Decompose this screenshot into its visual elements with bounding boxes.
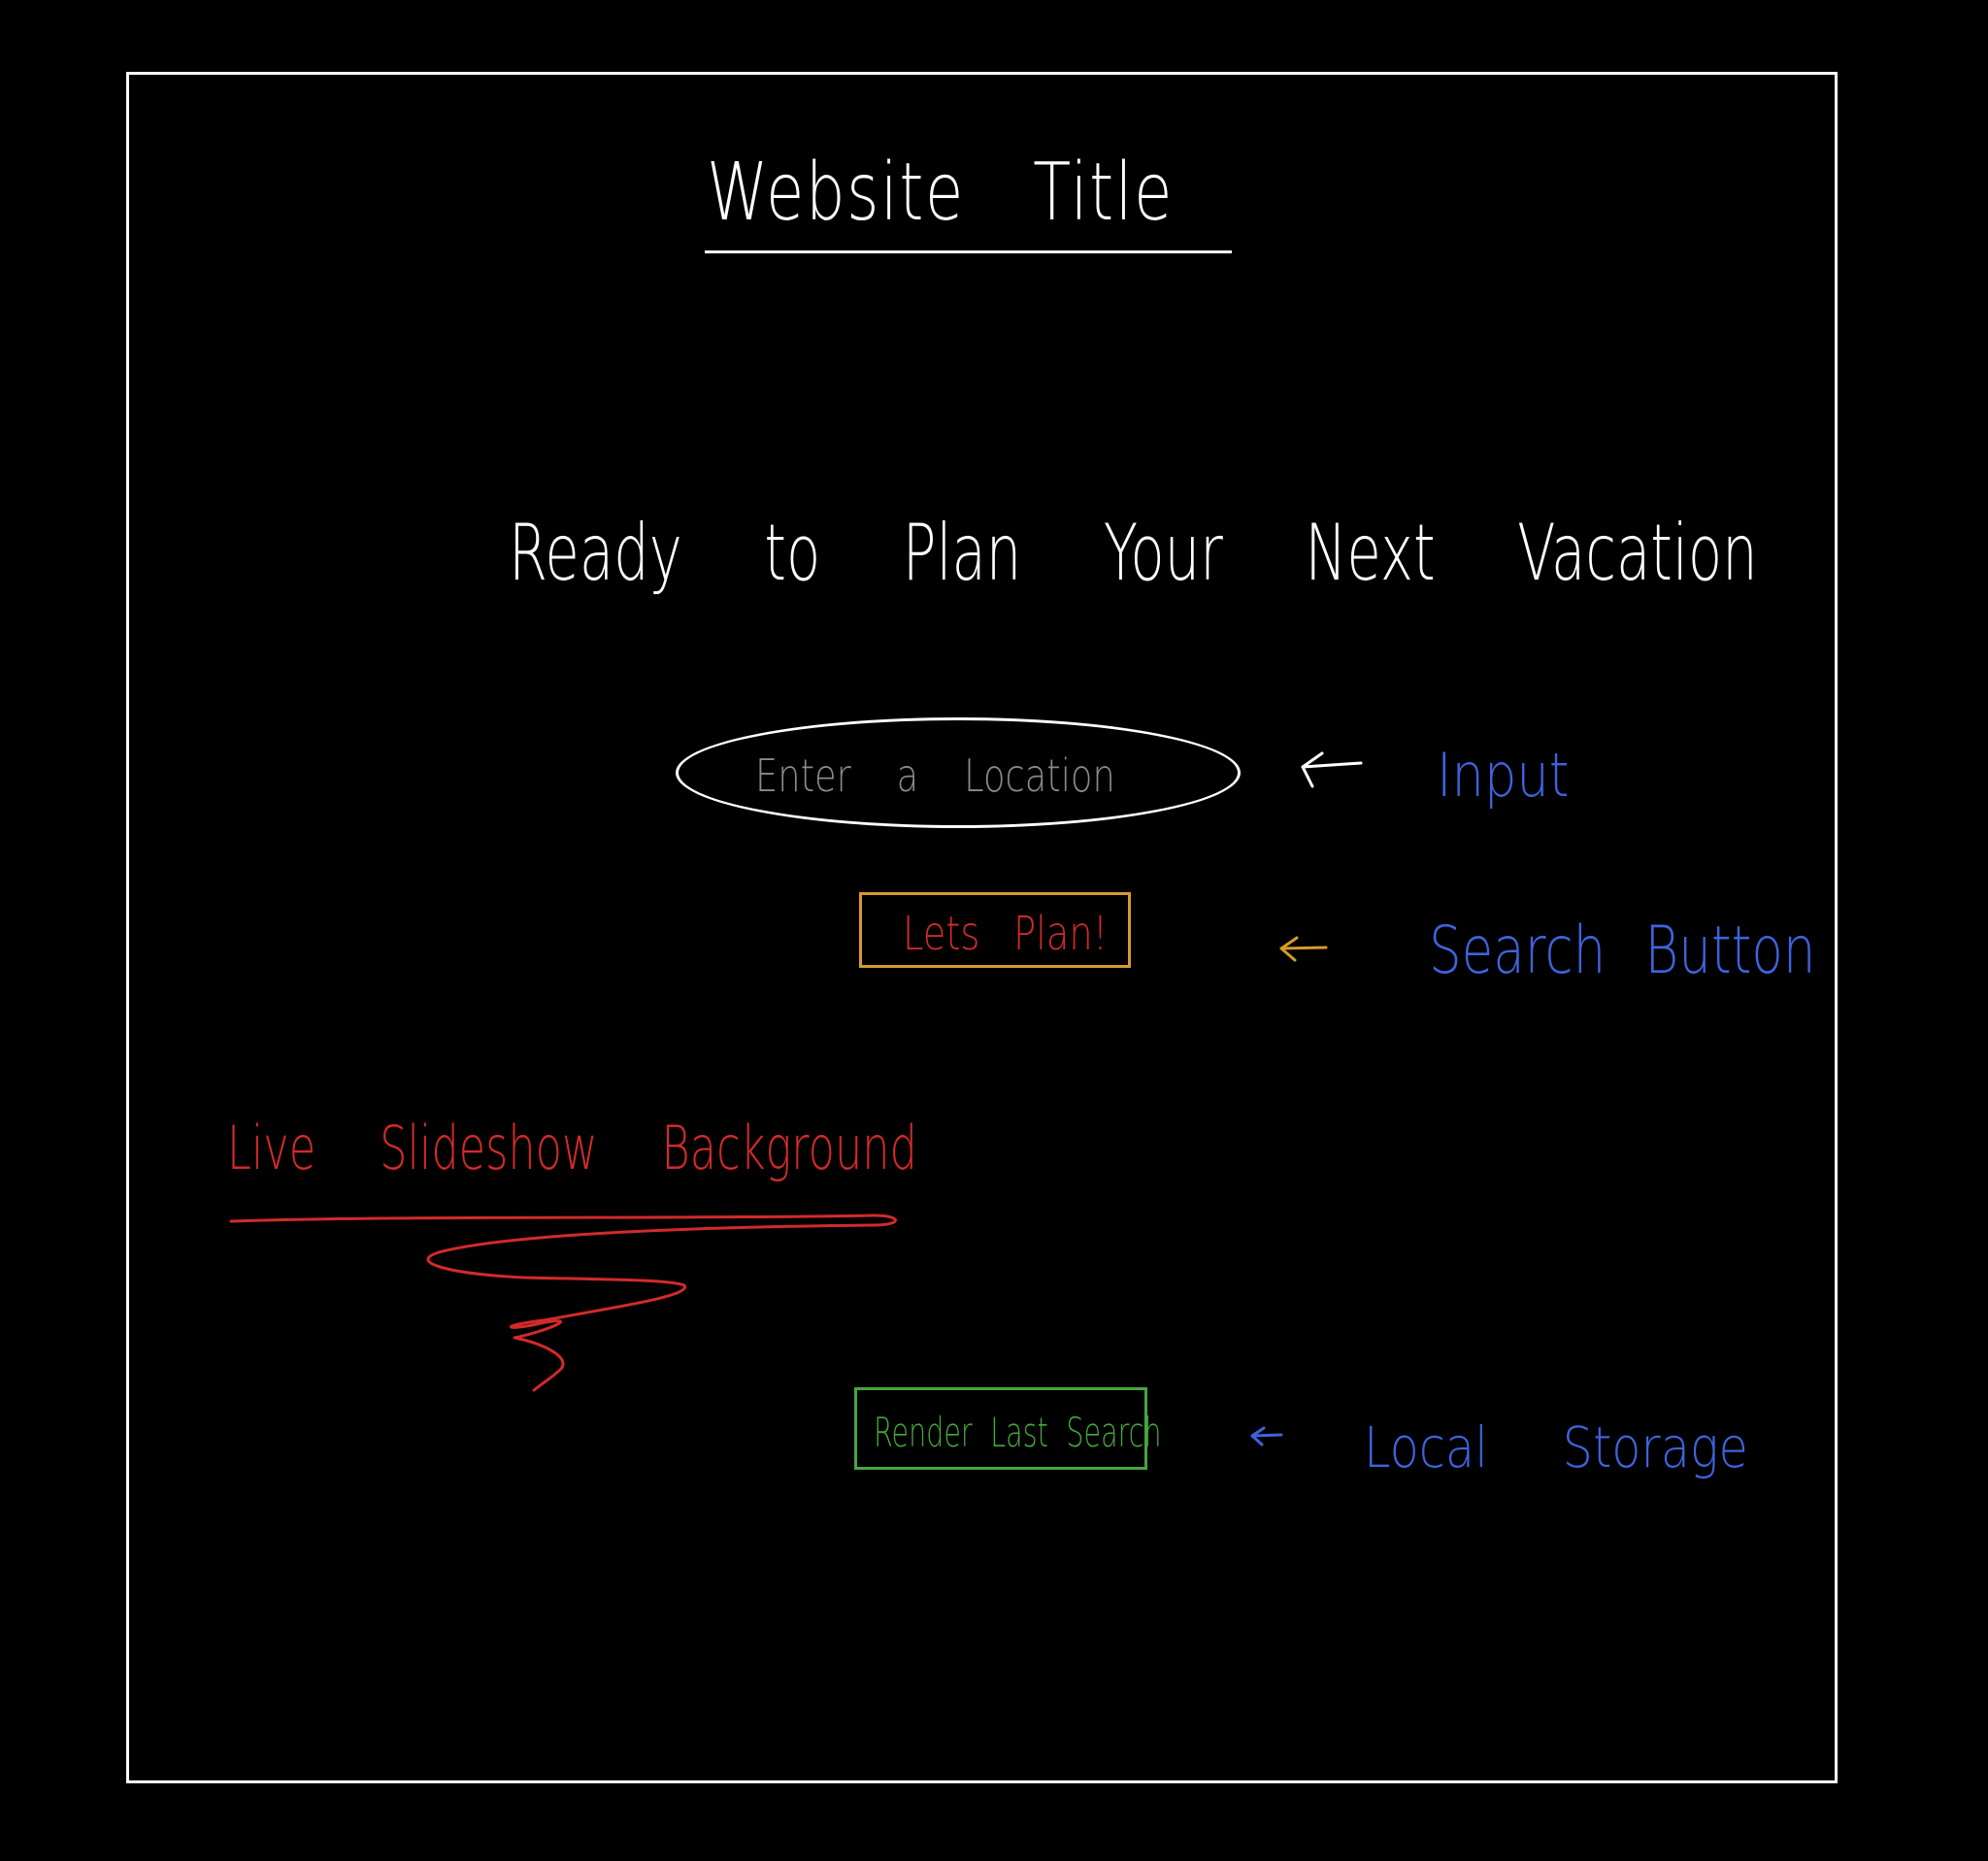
- title-underline: [705, 250, 1232, 253]
- page-frame: [126, 72, 1838, 1783]
- lets-plan-button[interactable]: [859, 892, 1131, 968]
- search-button-annotation: Search Button: [1429, 913, 1816, 989]
- hero-headline: Ready to Plan Your Next Vacation: [509, 508, 1758, 598]
- location-input-placeholder: Enter a Location: [755, 749, 1115, 802]
- location-input[interactable]: [676, 717, 1241, 828]
- slideshow-background-annotation: Live Slideshow Background: [227, 1113, 917, 1183]
- input-annotation: Input: [1437, 740, 1570, 811]
- render-last-search-button[interactable]: [854, 1387, 1147, 1470]
- local-storage-annotation: Local Storage: [1364, 1414, 1748, 1480]
- lets-plan-button-label: Lets Plan!: [903, 907, 1109, 961]
- render-last-search-label: Render Last Search: [874, 1409, 1162, 1456]
- website-title: Website Title: [707, 147, 1175, 239]
